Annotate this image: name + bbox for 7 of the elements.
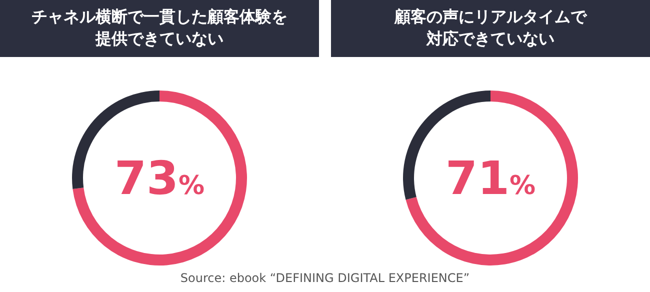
source-note: Source: ebook “DEFINING DIGITAL EXPERIENCE” (180, 271, 470, 285)
chart-subtitle: 提供できていない (94, 29, 224, 48)
chart-subtitle: 対応できていない (426, 29, 554, 48)
text: 71% (445, 151, 536, 205)
text: 73% (114, 151, 205, 205)
chart-title: 顧客の声にリアルタイムで (394, 7, 588, 26)
chart-title: チャネル横断で一貫した顧客体験を (32, 7, 288, 26)
